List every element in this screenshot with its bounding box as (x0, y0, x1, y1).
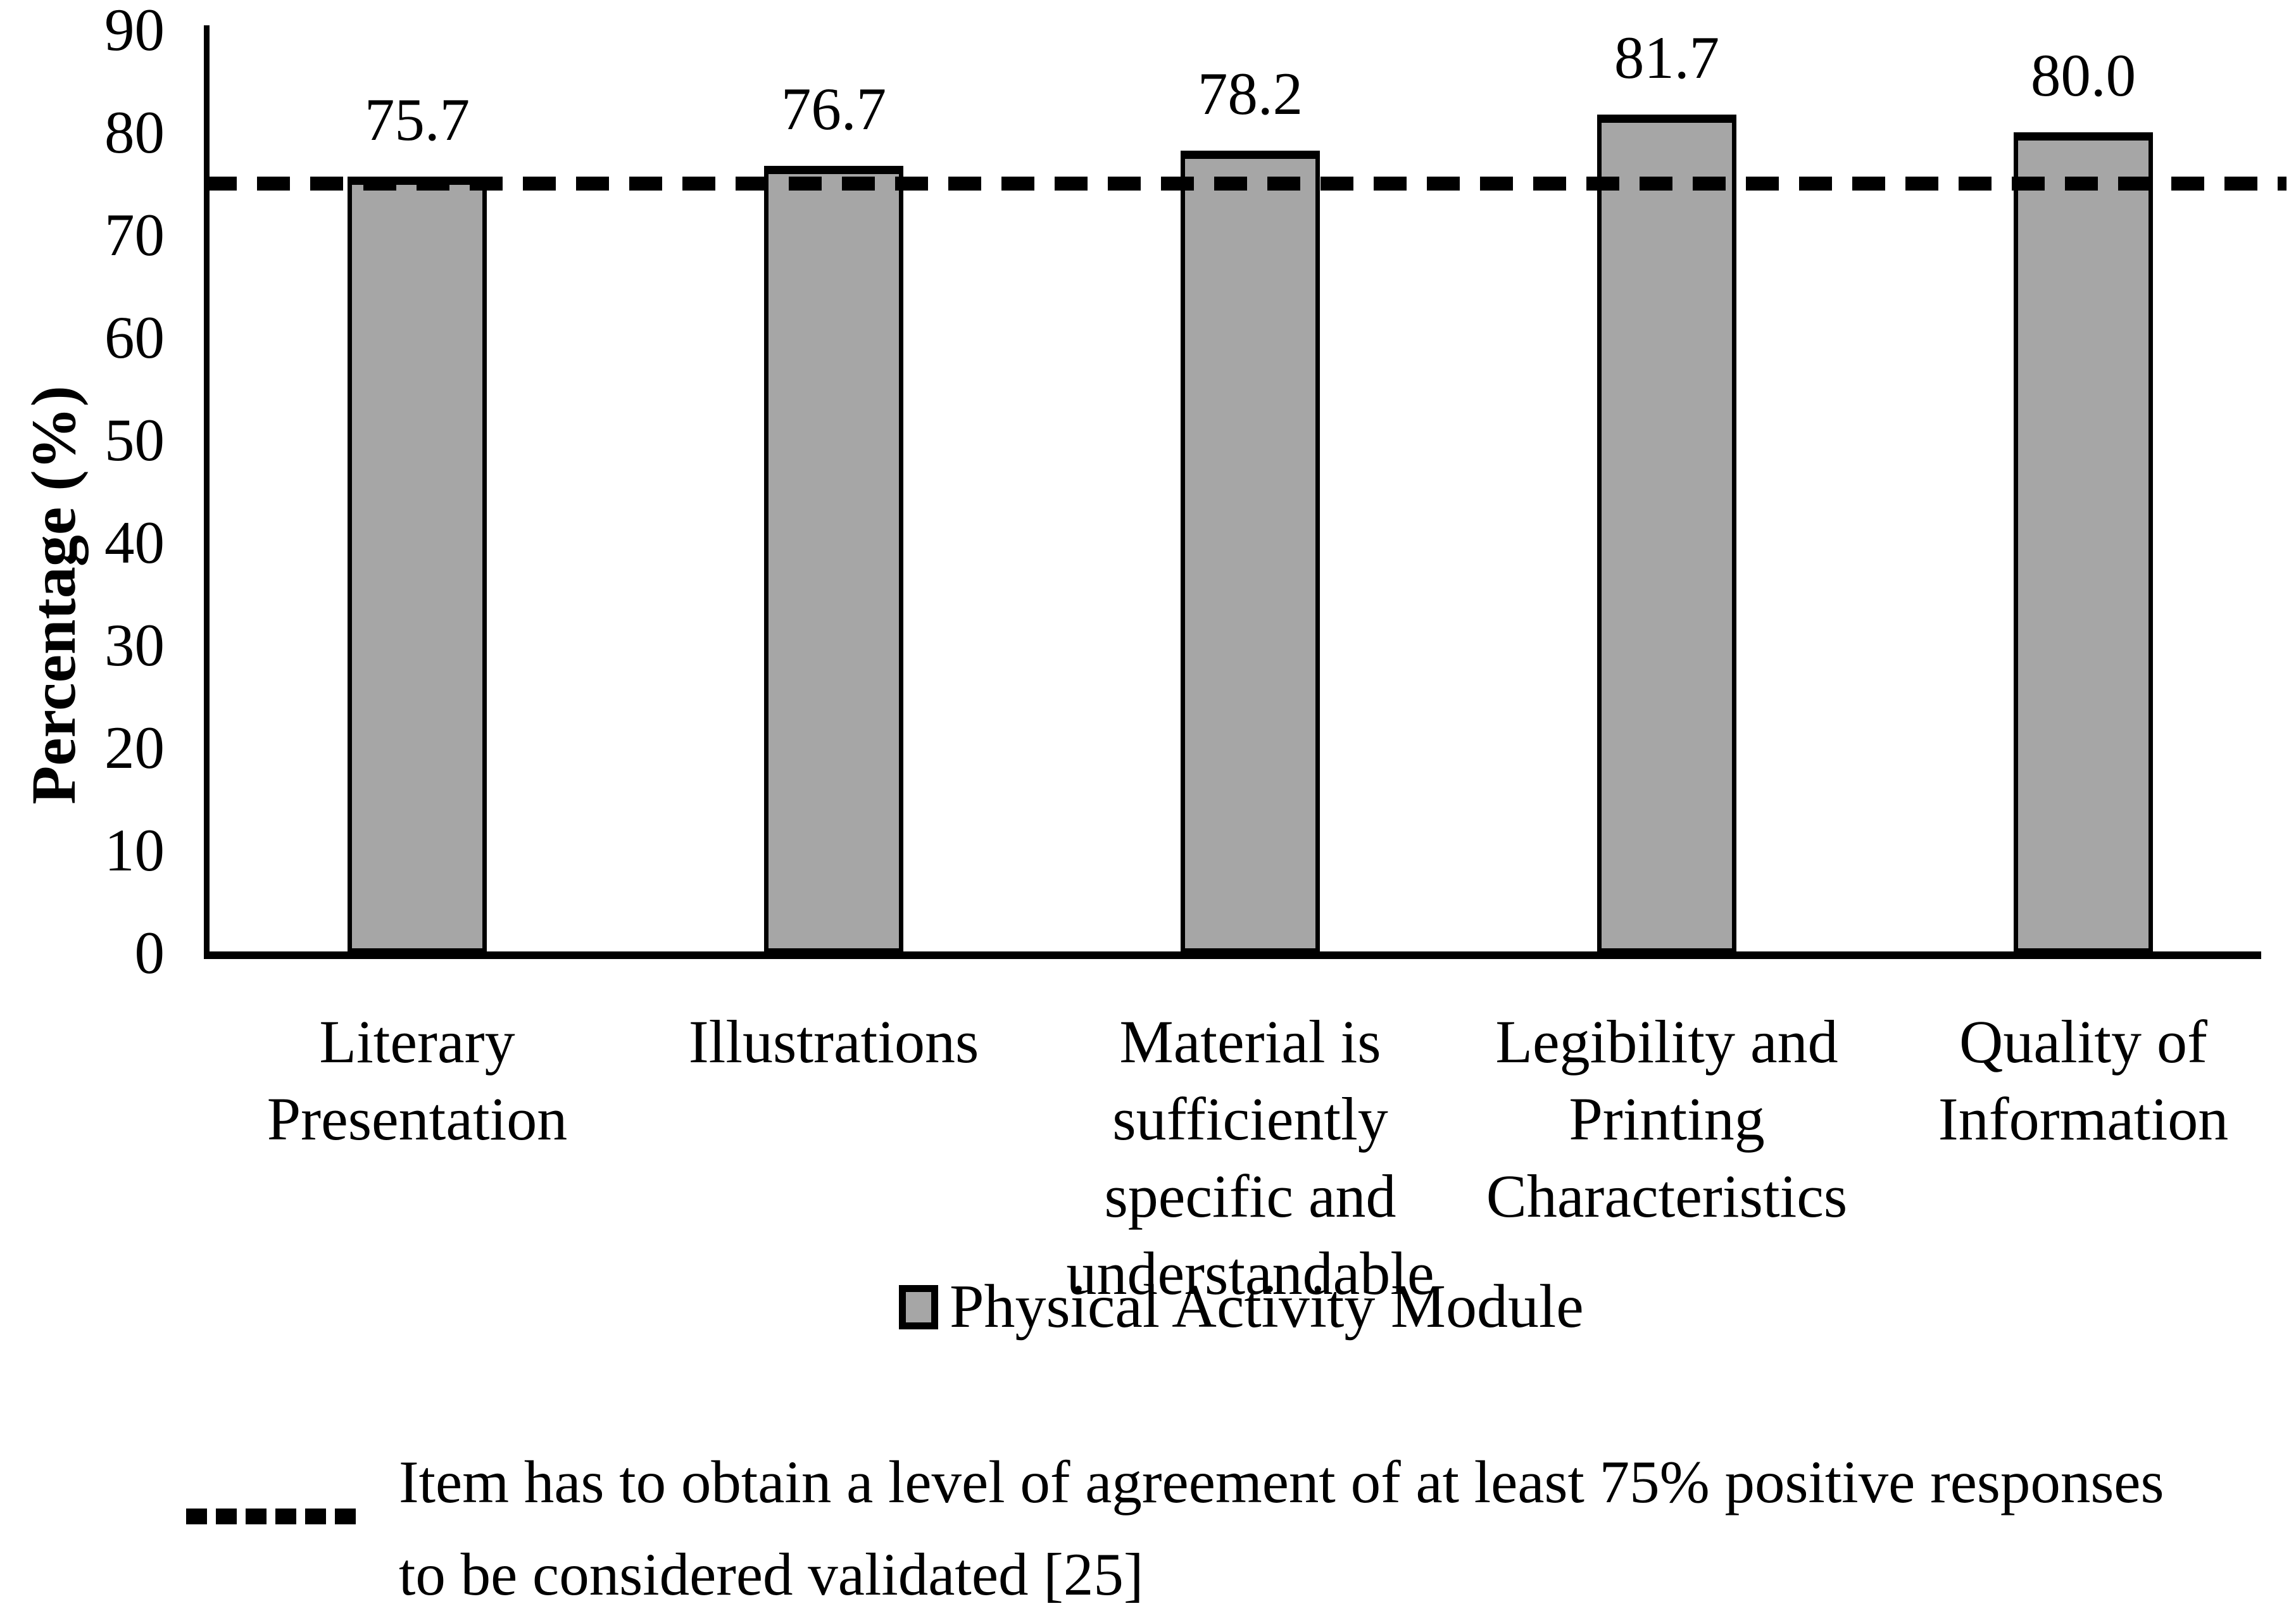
y-tick-label-50: 50 (104, 406, 165, 474)
category-label: Material is sufficiently specific and under… (1042, 1003, 1459, 1312)
legend: Physical Activity Module (899, 1272, 1584, 1341)
category-label-line: Quality of (1959, 1008, 2207, 1076)
legend-label: Physical Activity Module (950, 1272, 1584, 1341)
y-tick-label-20: 20 (104, 714, 165, 781)
category-label: Legibility and Printing Characteristics (1459, 1003, 1875, 1235)
category-label-line: sufficiently (1112, 1085, 1388, 1153)
category-label-line: Legibility and (1495, 1008, 1838, 1076)
y-tick-label-70: 70 (104, 201, 165, 268)
y-tick-label-10: 10 (104, 817, 165, 884)
legend-swatch (899, 1284, 938, 1329)
footnote: Item has to obtain a level of agreement … (399, 1436, 2184, 1606)
category-label-line: Characteristics (1486, 1162, 1848, 1230)
y-tick-label-90: 90 (104, 0, 165, 63)
bar (1597, 115, 1736, 953)
category-label: Illustrations (625, 1003, 1042, 1081)
y-tick-label-40: 40 (104, 509, 165, 576)
category-label-line: understandable (1066, 1239, 1434, 1307)
y-tick-label-0: 0 (134, 919, 165, 986)
bar-value-label: 75.7 (364, 86, 470, 153)
bar-value-label: 78.2 (1197, 60, 1303, 127)
bar (348, 177, 487, 953)
bar-value-label: 81.7 (1614, 24, 1720, 91)
footnote-line-1: Item has to obtain a level of agreement … (399, 1448, 2164, 1515)
footnote-dash-symbol (186, 1509, 361, 1524)
category-label: Quality of Information (1875, 1003, 2292, 1158)
bar-value-label: 80.0 (2030, 42, 2136, 109)
category-label-line: Literary (319, 1008, 515, 1076)
y-tick-label-80: 80 (104, 99, 165, 166)
footnote-line-2: to be considered validated [25] (399, 1541, 1144, 1606)
category-label-line: specific and (1104, 1162, 1396, 1230)
threshold-dashed-line (204, 177, 2287, 191)
bar (764, 166, 903, 953)
bar-value-label: 76.7 (781, 75, 887, 142)
bar (2014, 132, 2153, 953)
category-label-line: Material is (1119, 1008, 1381, 1076)
x-axis-line (204, 951, 2261, 959)
category-label-line: Information (1938, 1085, 2229, 1153)
y-tick-label-60: 60 (104, 304, 165, 371)
y-tick-label-30: 30 (104, 612, 165, 679)
category-label: Literary Presentation (209, 1003, 625, 1158)
bar (1181, 151, 1320, 953)
category-label-line: Printing (1569, 1085, 1765, 1153)
y-axis-line (204, 25, 210, 957)
category-label-line: Presentation (267, 1085, 568, 1153)
category-label-line: Illustrations (688, 1008, 979, 1076)
